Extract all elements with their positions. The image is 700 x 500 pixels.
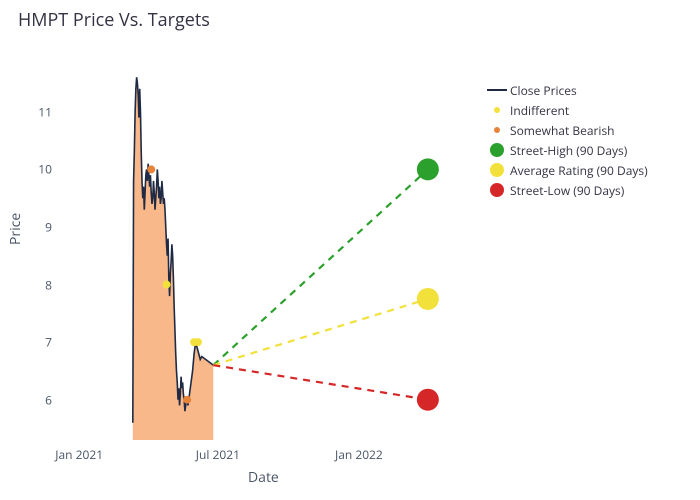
legend-label: Close Prices [510, 82, 577, 99]
legend-swatch [486, 181, 508, 199]
projection-line-high [213, 169, 428, 365]
chart-svg [60, 60, 470, 440]
legend-item: Indifferent [486, 100, 648, 120]
projection-line-avg [213, 299, 428, 365]
legend-swatch [486, 81, 508, 99]
x-tick-label: Jan 2021 [55, 446, 103, 463]
x-tick-label: Jan 2022 [335, 446, 383, 463]
legend-swatch [486, 161, 508, 179]
legend-swatch [486, 121, 508, 139]
y-tick-label: 6 [22, 391, 52, 408]
legend-label: Indifferent [510, 102, 569, 119]
legend-swatch [486, 101, 508, 119]
indifferent-marker [194, 338, 202, 346]
legend-label: Street-High (90 Days) [510, 142, 627, 159]
legend-item: Street-High (90 Days) [486, 140, 648, 160]
x-axis-label: Date [248, 468, 279, 487]
y-tick-label: 7 [22, 334, 52, 351]
legend: Close Prices Indifferent Somewhat Bearish S… [486, 80, 648, 200]
legend-item: Close Prices [486, 80, 648, 100]
bearish-marker [183, 396, 191, 404]
target-marker-avg [417, 288, 439, 310]
legend-item: Street-Low (90 Days) [486, 180, 648, 200]
legend-item: Somewhat Bearish [486, 120, 648, 140]
y-tick-label: 11 [22, 103, 52, 120]
projection-line-low [213, 365, 428, 400]
x-tick-label: Jul 2021 [196, 446, 240, 463]
legend-item: Average Rating (90 Days) [486, 160, 648, 180]
legend-label: Average Rating (90 Days) [510, 162, 648, 179]
y-tick-label: 10 [22, 161, 52, 178]
chart-root: HMPT Price Vs. Targets Close Prices Indif… [0, 0, 700, 500]
chart-title: HMPT Price Vs. Targets [18, 8, 210, 32]
plot-area [60, 60, 470, 440]
y-tick-label: 9 [22, 218, 52, 235]
target-marker-high [417, 158, 439, 180]
target-marker-low [417, 389, 439, 411]
y-axis-label: Price [6, 213, 25, 245]
legend-label: Somewhat Bearish [510, 122, 615, 139]
bearish-marker [147, 165, 155, 173]
legend-label: Street-Low (90 Days) [510, 182, 624, 199]
y-tick-label: 8 [22, 276, 52, 293]
legend-swatch [486, 141, 508, 159]
indifferent-marker [163, 281, 171, 289]
